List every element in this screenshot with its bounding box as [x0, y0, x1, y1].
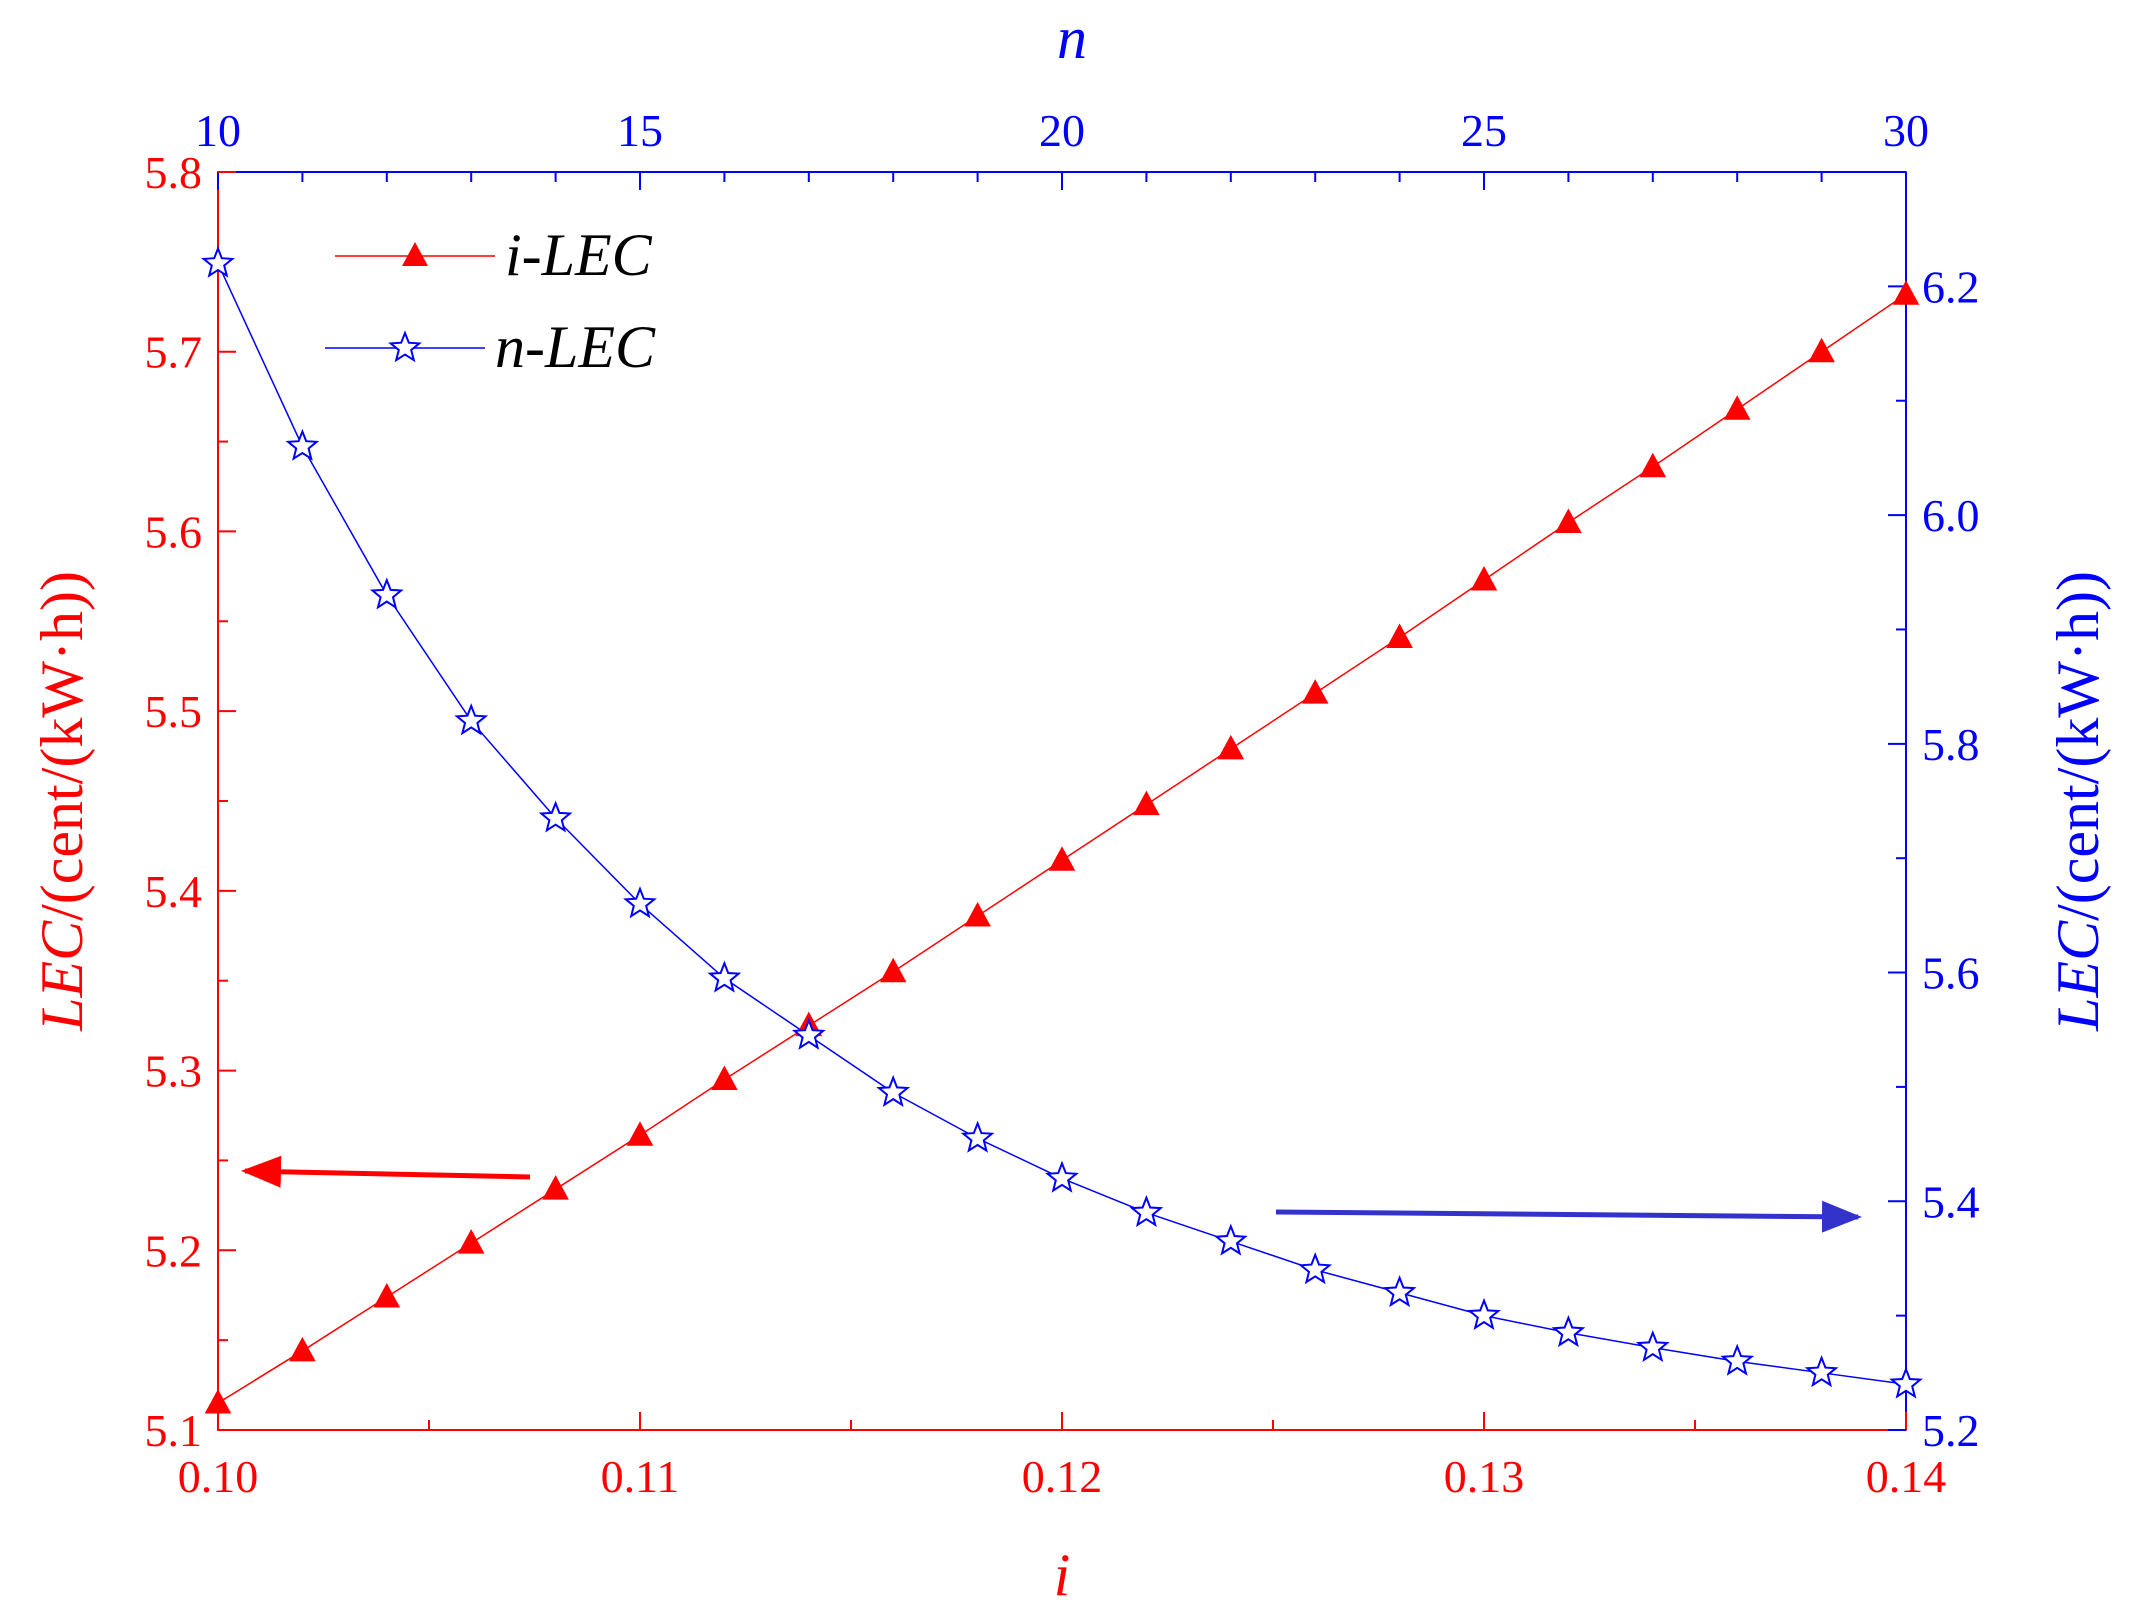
legend-i-marker — [402, 242, 428, 266]
y-right-tick-label: 6.2 — [1922, 261, 1980, 312]
i-lec-marker — [711, 1065, 738, 1091]
i-lec-marker — [1808, 337, 1835, 363]
i-lec-marker — [457, 1229, 485, 1254]
n-lec-marker — [454, 703, 489, 736]
x-top-tick-label: 15 — [617, 105, 663, 156]
n-lec-marker — [623, 886, 657, 919]
y-left-tick-label: 5.4 — [145, 866, 203, 917]
n-lec-marker — [1129, 1194, 1164, 1228]
i-lec-marker — [1892, 280, 1920, 305]
i-lec-marker — [542, 1175, 569, 1200]
series-layer — [201, 245, 1923, 1414]
i-lec-marker — [373, 1283, 401, 1308]
i-lec-marker — [1133, 790, 1160, 816]
n-lec-marker — [201, 245, 235, 278]
i-lec-marker — [1723, 395, 1751, 420]
n-lec-marker — [791, 1017, 826, 1050]
axis-ticks: 0.10 0.11 0.12 0.13 0.14 10 15 20 25 30 5.1 5.2 5.3 5… — [145, 105, 1980, 1502]
n-lec-marker — [1382, 1275, 1417, 1308]
n-lec-marker — [1045, 1160, 1079, 1193]
legend-n-label: n-LEC — [495, 314, 656, 380]
n-lec-marker — [1298, 1252, 1333, 1285]
x-top-tick-label: 20 — [1039, 105, 1085, 156]
n-lec-marker — [1804, 1355, 1839, 1388]
i-lec-marker — [204, 1389, 232, 1414]
i-lec-marker — [1555, 508, 1582, 533]
y-left-tick-label: 5.3 — [145, 1046, 203, 1097]
y-left-tick-label: 5.7 — [145, 327, 203, 378]
n-lec-marker — [1213, 1223, 1248, 1256]
y-right-title: LEC/(cent/(kW·h)) — [2045, 571, 2111, 1032]
right-axis-arrow — [1275, 1200, 1862, 1233]
i-lec-marker — [1217, 734, 1245, 760]
n-lec-marker — [1635, 1329, 1670, 1363]
n-lec-marker — [1720, 1343, 1755, 1376]
y-right-tick-label: 5.2 — [1922, 1405, 1980, 1456]
x-top-tick-label: 25 — [1461, 105, 1507, 156]
i-lec-marker — [1301, 679, 1329, 704]
i-lec-marker — [1470, 565, 1498, 591]
i-lec-marker — [1639, 452, 1667, 478]
n-lec-marker — [1551, 1315, 1586, 1348]
i-lec-marker — [289, 1336, 316, 1362]
legend: i-LEC n-LEC — [325, 222, 656, 380]
y-left-title: LEC/(cent/(kW·h)) — [29, 571, 95, 1032]
y-left-tick-label: 5.5 — [145, 686, 203, 737]
x-bottom-tick-label: 0.14 — [1866, 1451, 1947, 1502]
x-top-title: n — [1057, 5, 1087, 71]
x-bottom-tick-label: 0.10 — [178, 1451, 259, 1502]
i-lec-marker — [1386, 623, 1413, 648]
i-lec-marker — [879, 957, 907, 983]
legend-n-marker — [388, 330, 422, 363]
n-lec-marker — [1889, 1366, 1923, 1399]
x-top-tick-label: 30 — [1883, 105, 1929, 156]
legend-n-star — [388, 330, 422, 363]
y-left-tick-label: 5.2 — [145, 1225, 203, 1276]
n-lec-marker — [960, 1120, 995, 1153]
i-lec-marker — [1048, 846, 1076, 871]
x-bottom-tick-label: 0.13 — [1444, 1451, 1525, 1502]
x-top-tick-label: 10 — [195, 105, 241, 156]
i-lec-marker — [626, 1121, 654, 1146]
i-lec-marker — [964, 902, 991, 927]
x-bottom-tick-label: 0.12 — [1022, 1451, 1103, 1502]
y-left-tick-label: 5.1 — [145, 1405, 203, 1456]
y-left-tick-label: 5.8 — [145, 147, 203, 198]
n-lec-marker — [876, 1074, 911, 1108]
y-left-tick-label: 5.6 — [145, 506, 203, 557]
n-lec-marker — [369, 577, 404, 610]
n-lec-marker — [1467, 1297, 1501, 1331]
y-right-tick-label: 5.4 — [1922, 1176, 1980, 1227]
y-right-tick-label: 5.6 — [1922, 948, 1980, 999]
n-lec-marker — [285, 428, 320, 461]
y-right-tick-label: 6.0 — [1922, 490, 1980, 541]
y-right-tick-label: 5.8 — [1922, 719, 1980, 770]
n-lec-marker — [707, 960, 742, 993]
x-bottom-tick-label: 0.11 — [601, 1451, 680, 1502]
n-lec-marker — [538, 800, 573, 833]
x-bottom-title: i — [1054, 1542, 1071, 1608]
left-axis-arrow — [241, 1155, 531, 1188]
legend-i-label: i-LEC — [505, 222, 653, 288]
